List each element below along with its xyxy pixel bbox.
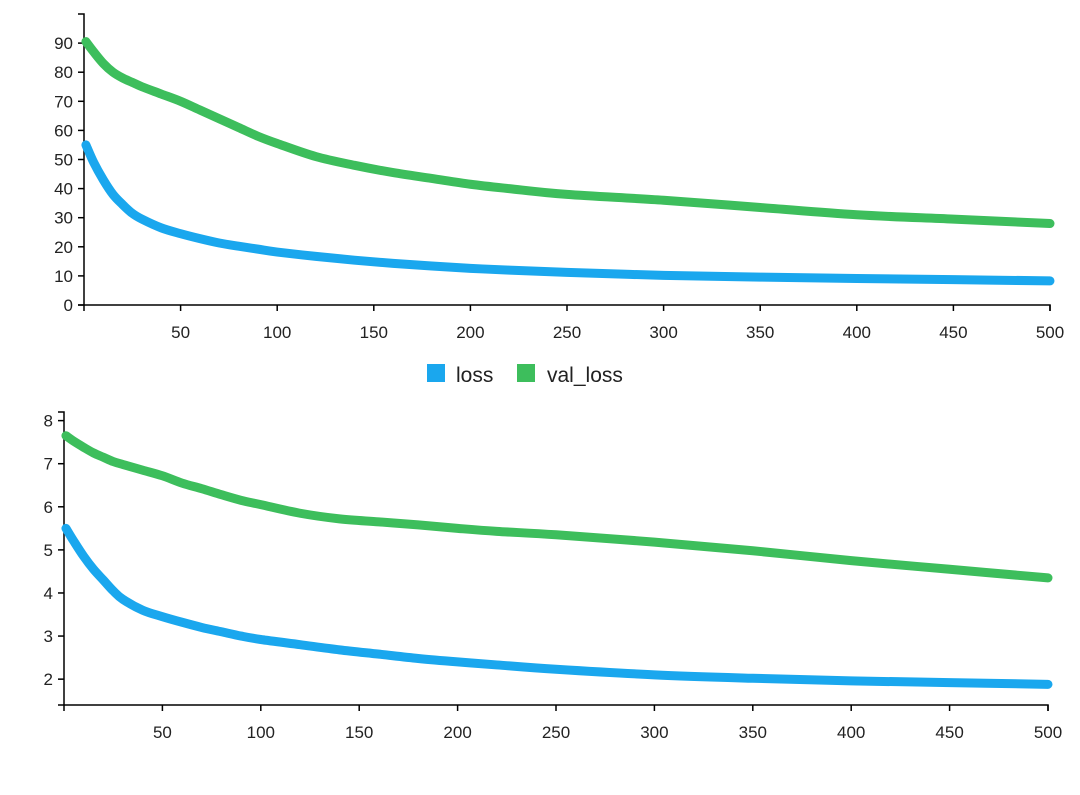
- y-tick-label: 5: [44, 541, 53, 560]
- legend-swatch-loss: [427, 364, 445, 382]
- y-tick-label: 2: [44, 670, 53, 689]
- x-tick-label: 250: [542, 723, 570, 742]
- loss-chart-bottom: 2 3 4 5 6 7 8 50 100 150 200 250 300 350 400 450 500: [44, 411, 1062, 742]
- loss-chart-top: 0 10 20 30 40 50 60 70 80 90 50 100 150 200 250 300 350 4…: [54, 13, 1064, 342]
- series-line-val-loss: [81, 37, 1055, 229]
- y-tick-label: 40: [54, 180, 73, 199]
- series-line-loss: [81, 140, 1055, 286]
- series-line-loss: [61, 523, 1053, 689]
- x-tick-label: 200: [456, 323, 484, 342]
- x-tick-label: 50: [171, 323, 190, 342]
- x-tick-label: 150: [360, 323, 388, 342]
- x-tick-label: 300: [649, 323, 677, 342]
- x-tick-label: 400: [837, 723, 865, 742]
- legend-label-loss: loss: [456, 364, 493, 387]
- x-tick-label: 200: [443, 723, 471, 742]
- y-tick-label: 90: [54, 34, 73, 53]
- x-tick-label: 100: [263, 323, 291, 342]
- y-tick-label: 8: [44, 412, 53, 431]
- x-tick-label: 500: [1036, 323, 1064, 342]
- y-tick-label: 20: [54, 238, 73, 257]
- x-tick-label: 350: [739, 723, 767, 742]
- y-tick-label: 10: [54, 267, 73, 286]
- x-tick-label: 400: [843, 323, 871, 342]
- x-tick-label: 500: [1034, 723, 1062, 742]
- legend: loss val_loss: [427, 364, 623, 387]
- x-tick-label: 150: [345, 723, 373, 742]
- y-tick-label: 3: [44, 627, 53, 646]
- y-tick-label: 30: [54, 209, 73, 228]
- legend-swatch-val-loss: [517, 364, 535, 382]
- legend-label-val-loss: val_loss: [547, 364, 623, 387]
- y-tick-label: 50: [54, 151, 73, 170]
- x-tick-label: 450: [939, 323, 967, 342]
- x-tick-label: 100: [247, 723, 275, 742]
- x-tick-label: 250: [553, 323, 581, 342]
- y-tick-label: 6: [44, 498, 53, 517]
- y-tick-label: 0: [64, 296, 73, 315]
- y-tick-label: 7: [44, 455, 53, 474]
- y-tick-label: 4: [44, 584, 53, 603]
- x-tick-label: 350: [746, 323, 774, 342]
- y-tick-label: 80: [54, 63, 73, 82]
- y-tick-label: 60: [54, 121, 73, 140]
- x-tick-label: 50: [153, 723, 172, 742]
- series-line-val-loss: [61, 431, 1053, 583]
- x-tick-label: 300: [640, 723, 668, 742]
- y-tick-label: 70: [54, 92, 73, 111]
- y-axis-line: [58, 411, 65, 706]
- x-tick-label: 450: [935, 723, 963, 742]
